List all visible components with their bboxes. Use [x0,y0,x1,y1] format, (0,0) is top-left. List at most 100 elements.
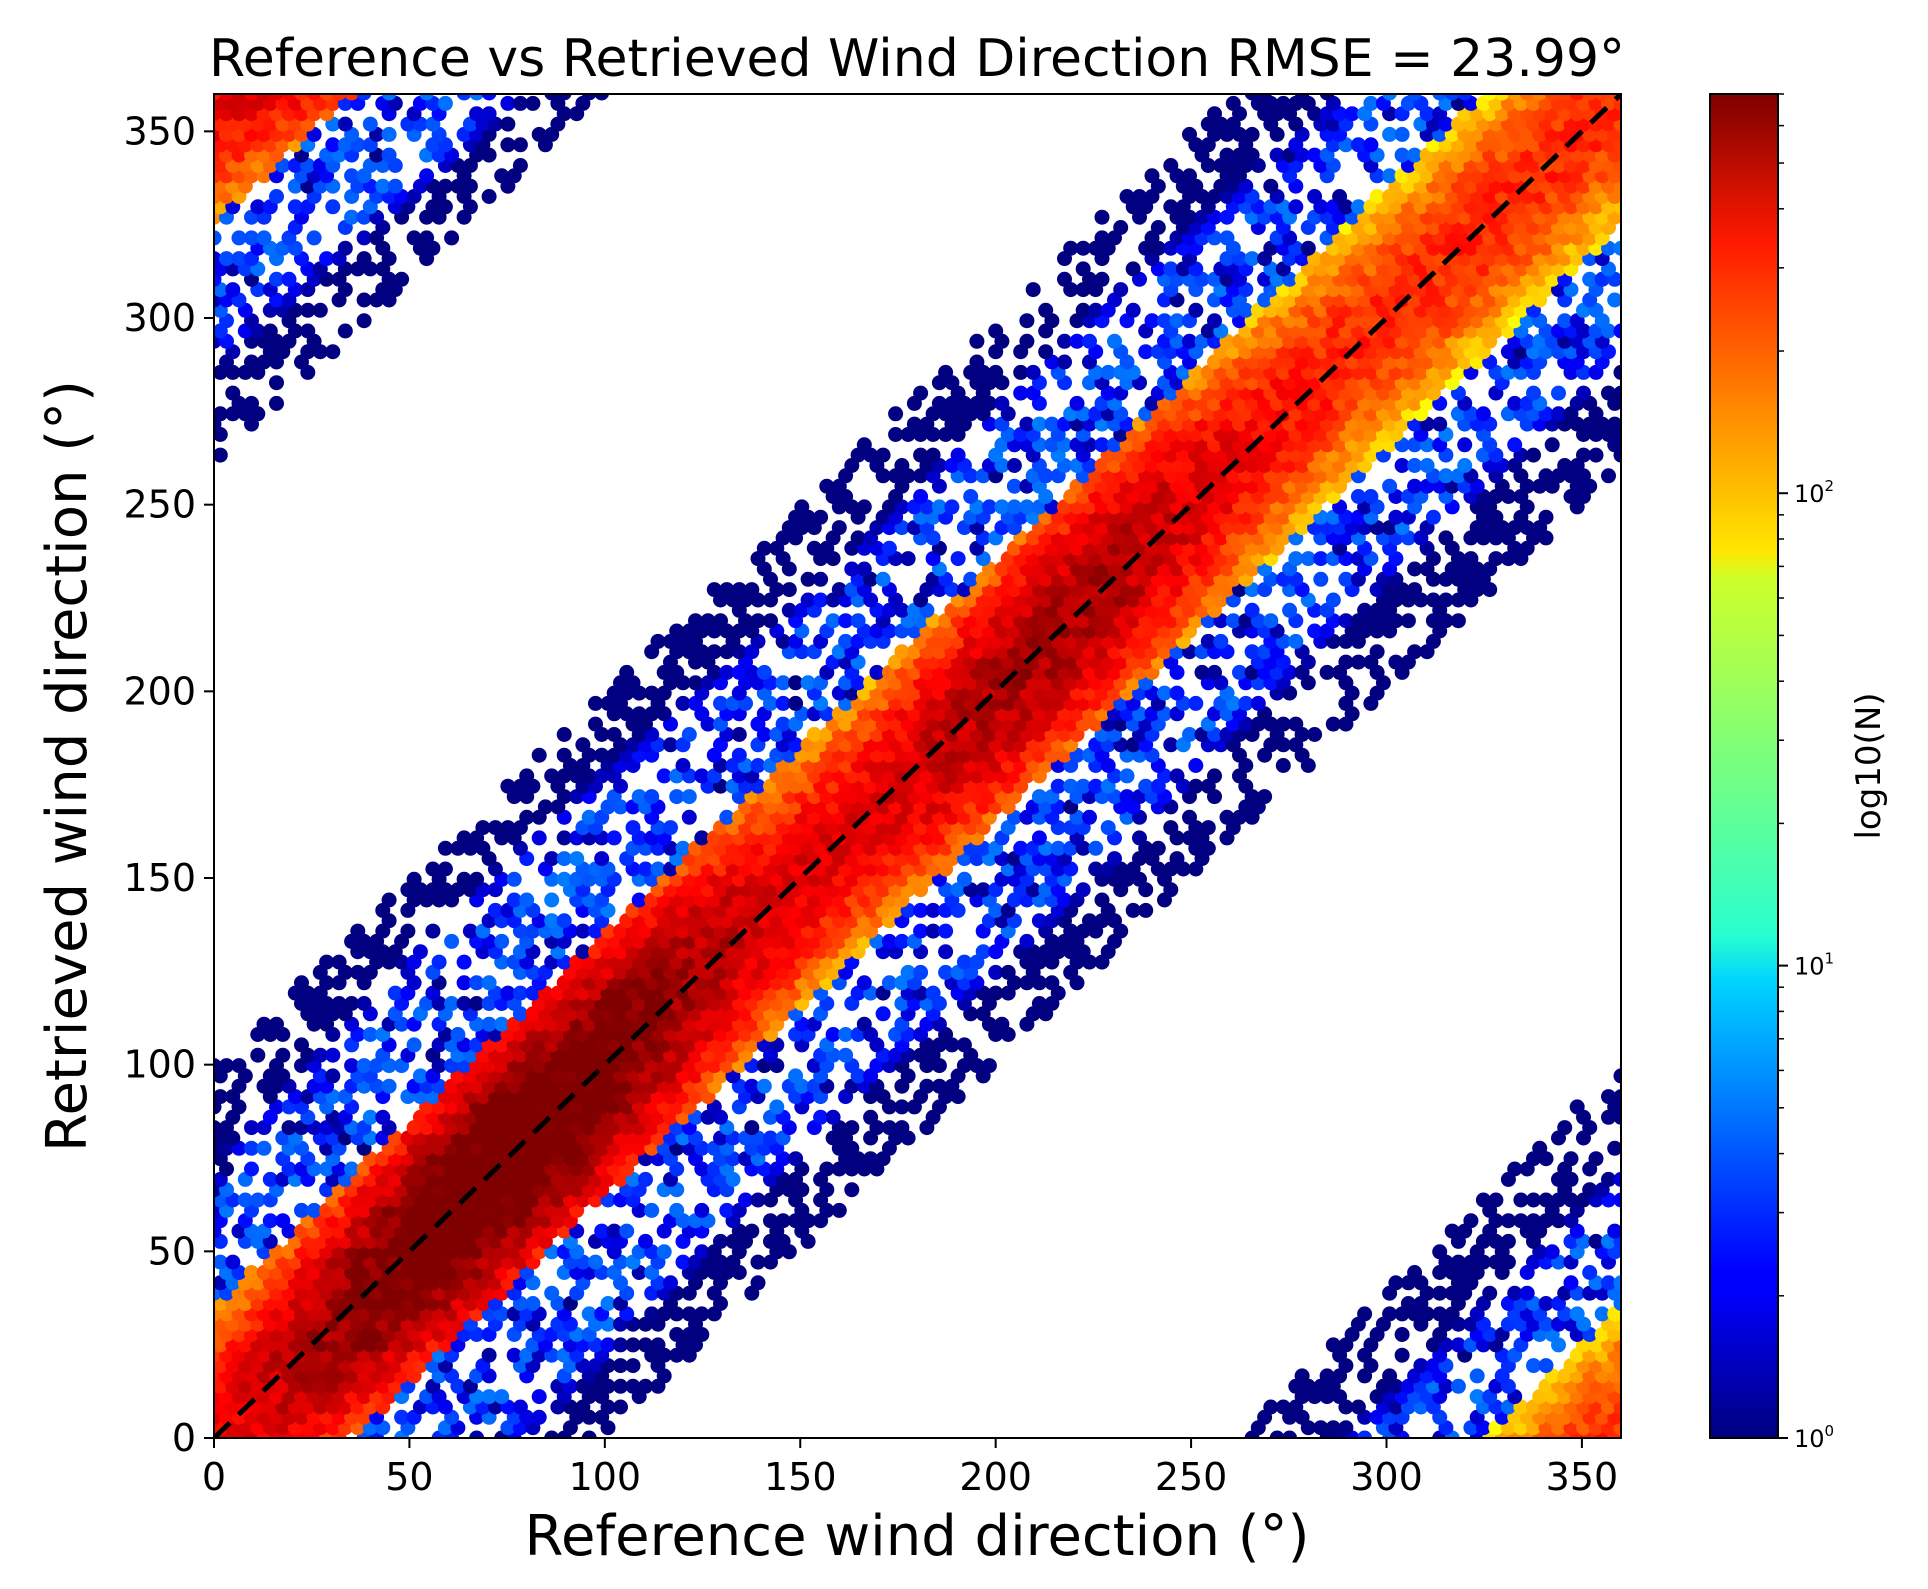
hexbin-cell [214,1154,216,1163]
hexbin-cell [194,1286,209,1301]
hexbin-layer [194,94,1641,1438]
hexbin-cell [1482,1285,1498,1301]
hexbin-cell [1382,1306,1398,1322]
hexbin-cell [194,437,209,452]
hexbin-cell [1500,1213,1516,1229]
hexbin-cell [694,1244,710,1260]
hexbin-cell [875,447,891,463]
hexbin-cell [681,789,697,805]
hexbin-cell [1169,685,1185,701]
hexbin-cell [838,1047,854,1063]
hexbin-cell [1006,458,1022,473]
hexbin-cell [1357,1430,1373,1438]
hexbin-cell [1325,592,1341,608]
hexbin-cell [1100,820,1116,836]
hexbin-cell [1619,420,1621,429]
hexbin-cell [856,499,872,515]
hexbin-cell [1457,437,1473,453]
hexbin-cell [1619,1392,1621,1401]
hexbin-cell [1019,333,1035,349]
hexbin-cell [214,1361,216,1370]
hexbin-cell [1275,758,1291,773]
hexbin-cell [913,964,929,980]
hexbin-cell [544,892,560,908]
hexbin-cell [731,727,747,742]
hexbin-cell [569,851,585,867]
hexbin-cell [588,1254,603,1270]
hexbin-cell [1613,1275,1621,1291]
hexbin-cell [1626,1089,1641,1104]
hexbin-cell [1526,1358,1541,1374]
hexbin-cell [1626,1400,1641,1415]
hexbin-cell [744,1120,760,1136]
hexbin-cell [1582,1265,1598,1280]
hexbin-cell [1188,695,1204,711]
hexbin-cell [1457,458,1473,473]
hexbin-cell [194,1224,209,1239]
hexbin-cell [1325,1337,1341,1353]
hexbin-cell [406,871,422,887]
hexbin-cell [881,540,897,556]
hexbin-cell [294,1037,309,1053]
hexbin-cell [675,1254,691,1270]
hexbin-cell [831,1202,847,1218]
hexbin-cell [412,944,428,960]
hexbin-cell [1207,313,1222,329]
hexbin-cell [956,1037,972,1053]
hexbin-cell [1526,385,1541,401]
hexbin-cell [1626,1275,1641,1290]
hexbin-cell [194,1410,209,1425]
hexbin-cell [1619,1061,1621,1070]
hexbin-cell [1313,571,1329,587]
hexbin-cell [312,302,328,318]
hexbin-cell [1469,1389,1485,1405]
hexbin-cell [425,923,441,939]
hexbin-cell [638,1378,653,1394]
hexbin-cell [494,1389,510,1405]
hexbin-cell [894,1120,910,1136]
hexbin-cell [969,333,985,349]
hexbin-cell [506,1347,522,1363]
hexbin-cell [494,933,510,949]
hexbin-cell [225,1254,241,1270]
hexbin-cell [625,1378,641,1394]
hexbin-cell [1425,509,1441,525]
hexbin-cell [194,355,209,370]
hexbin-cell [1388,1275,1404,1291]
hexbin-cell [1507,437,1523,453]
hexbin-cell [1038,344,1054,360]
hexbin-cell [1432,1306,1448,1322]
hexbin-cell [1488,1192,1504,1208]
hexbin-cell [856,975,872,991]
hexbin-cell [900,551,916,567]
hexbin-cell [300,323,316,339]
hexbin-cell [638,1171,653,1187]
hexbin-cell [1626,386,1641,401]
hexbin-cell [731,747,747,763]
hexbin-cell [194,1368,209,1383]
hexbin-cell [214,1195,216,1205]
hexbin-cell [256,1140,272,1156]
hexbin-cell [619,664,635,680]
hexbin-cell [888,406,904,422]
hexbin-cell [381,1078,397,1094]
hexbin-cell [1450,613,1466,629]
hexbin-cell [1288,716,1304,732]
hexbin-cell [1513,1213,1529,1229]
hexbin-cell [925,985,941,1001]
hexbin-cell [1432,416,1448,432]
hexbin-cell [437,861,453,877]
hexbin-cell [214,1320,216,1329]
hexbin-cell [619,1223,635,1239]
hexbin-cell [1450,1254,1466,1270]
hexbin-cell [1138,902,1154,918]
hexbin-cell [1607,1140,1621,1156]
hexbin-cell [1626,1379,1641,1394]
hexbin-cell [1132,830,1147,846]
hexbin-cell [406,1037,422,1053]
hexbin-cell [938,364,954,380]
hexbin-cell [1619,1413,1621,1422]
hexbin-cell [1576,385,1591,401]
hexbin-cell [794,499,810,515]
hexbin-cell [788,695,804,711]
